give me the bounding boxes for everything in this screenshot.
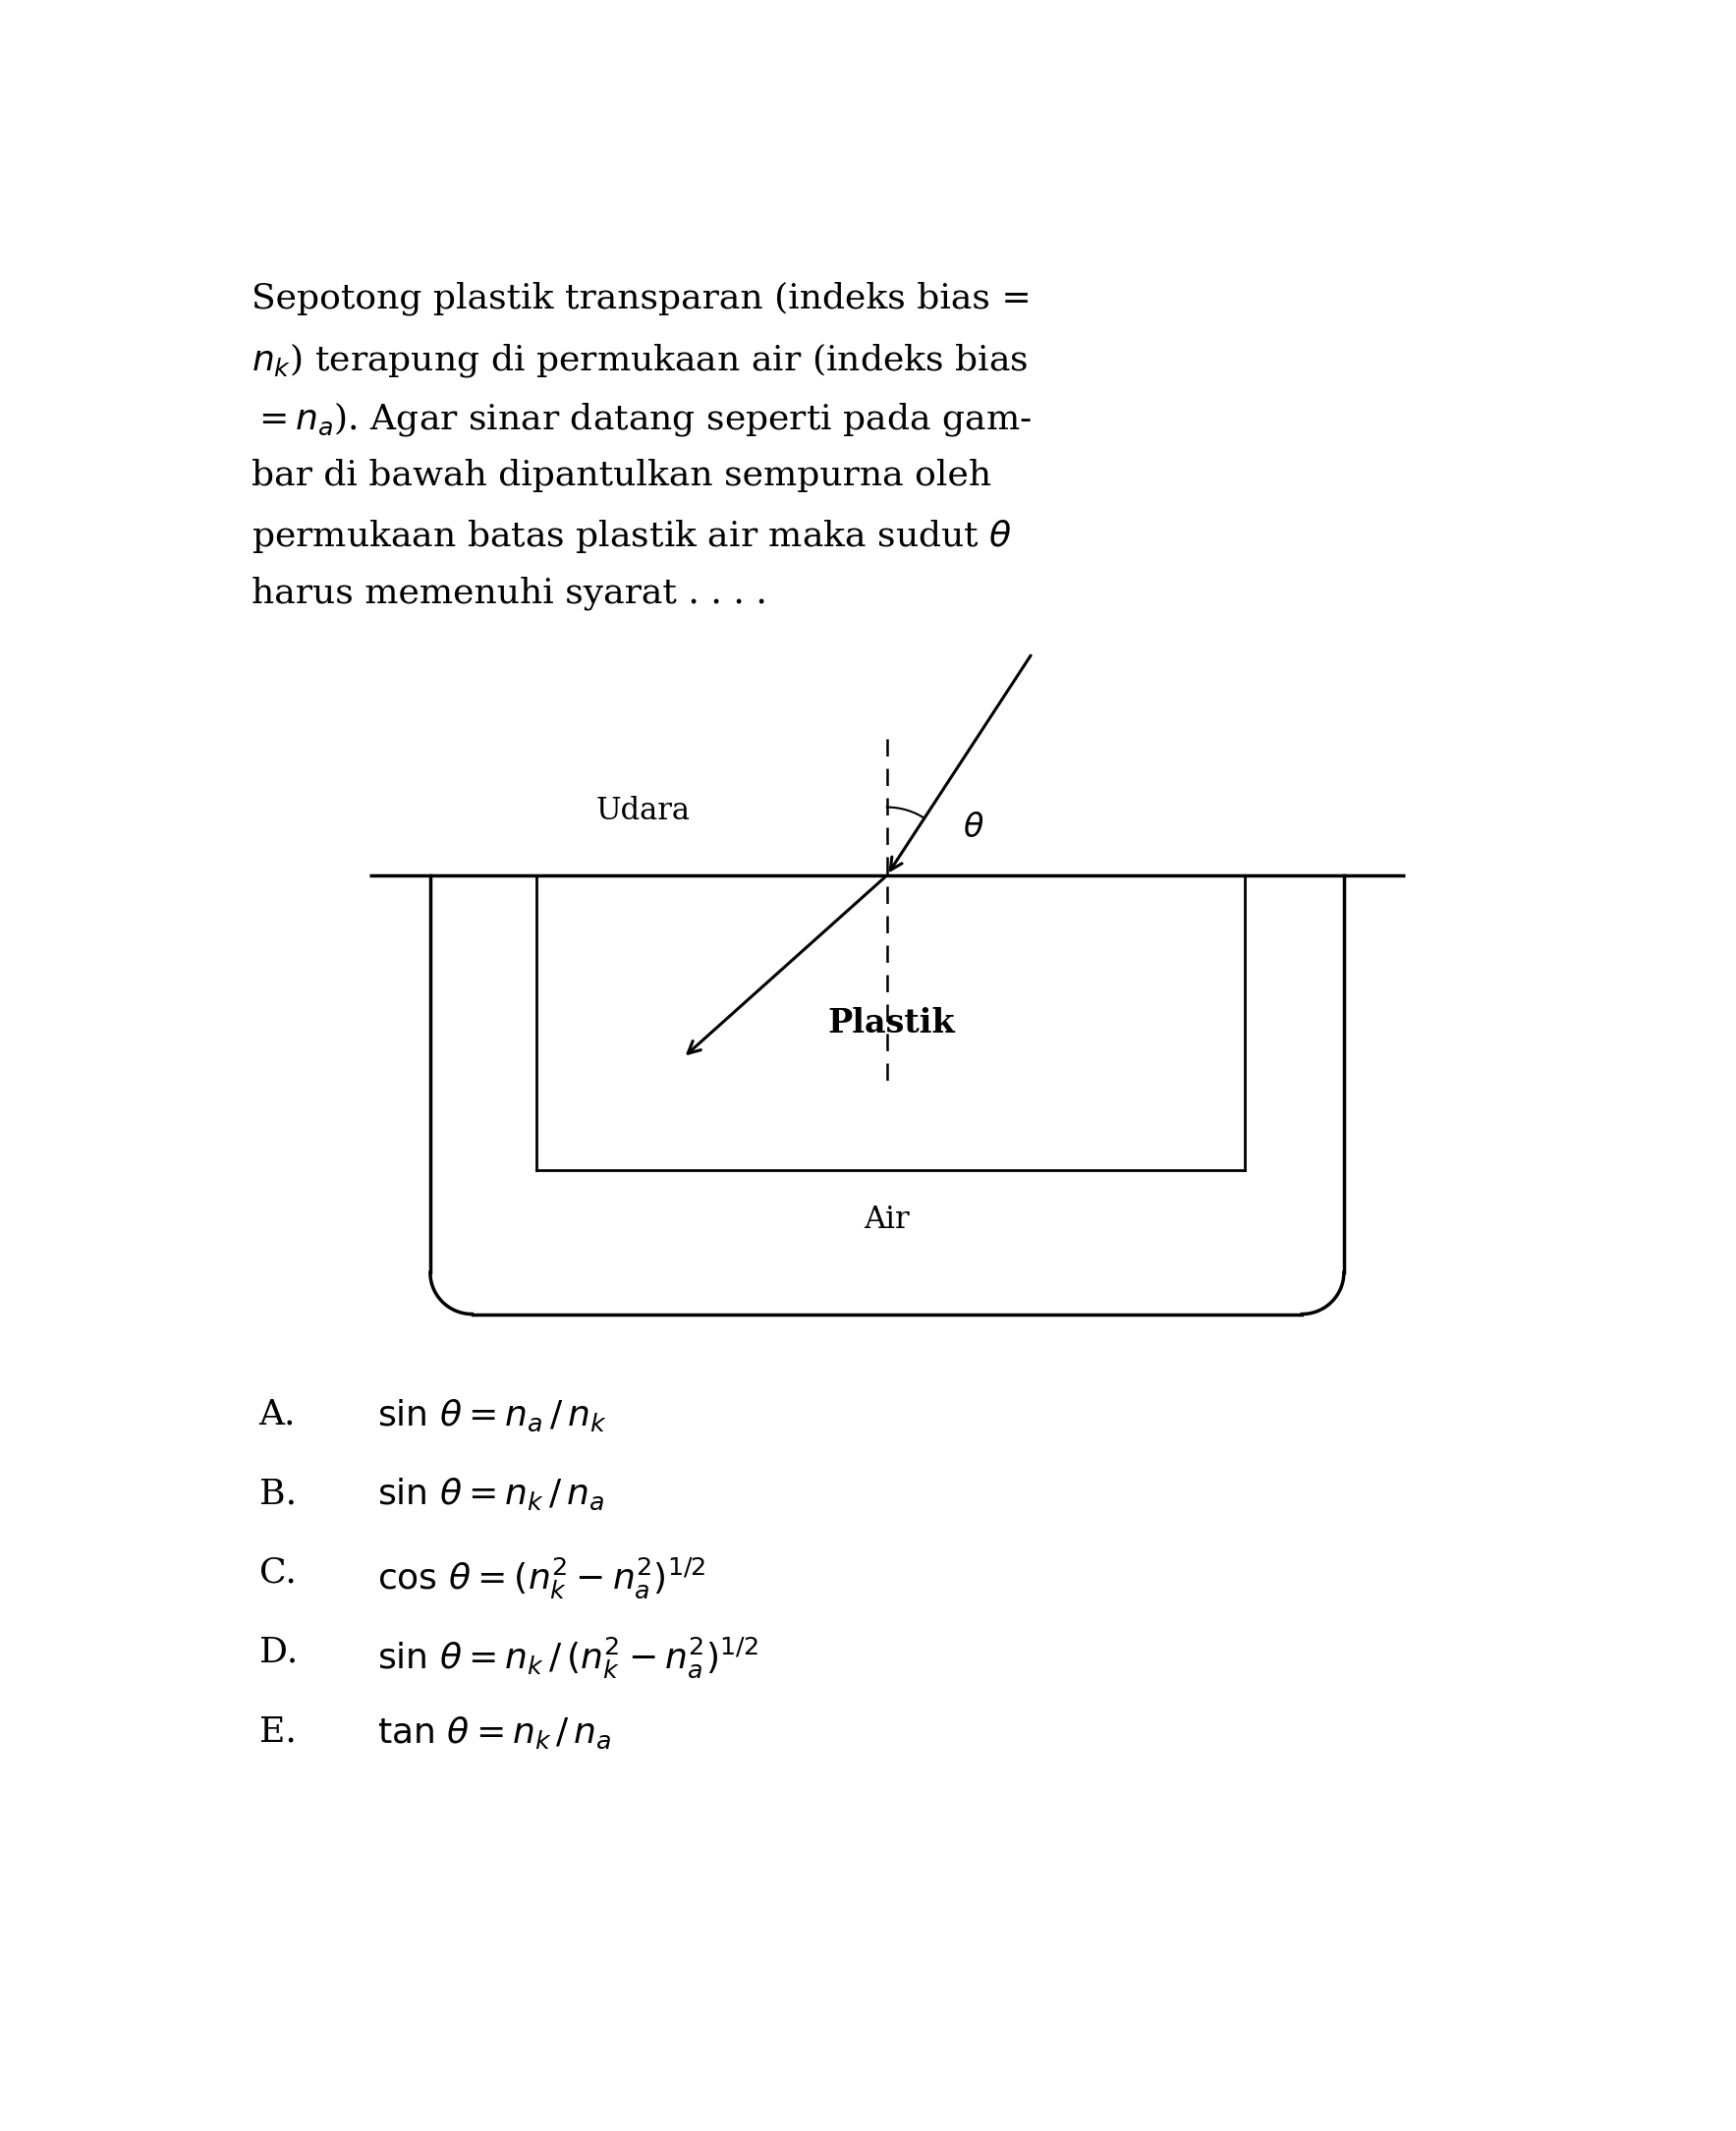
Text: $\sin\,\theta = n_k \,/\, n_a$: $\sin\,\theta = n_k \,/\, n_a$: [377, 1477, 604, 1513]
Text: harus memenuhi syarat . . . .: harus memenuhi syarat . . . .: [252, 578, 767, 609]
Text: $\sin\,\theta = n_k \,/\, (n_k^2 - n_a^2)^{1/2}$: $\sin\,\theta = n_k \,/\, (n_k^2 - n_a^2…: [377, 1637, 759, 1681]
Text: Air: Air: [865, 1204, 910, 1234]
Text: $\theta$: $\theta$: [963, 812, 984, 844]
Text: bar di bawah dipantulkan sempurna oleh: bar di bawah dipantulkan sempurna oleh: [252, 458, 991, 492]
Text: C.: C.: [259, 1556, 297, 1590]
Text: B.: B.: [259, 1477, 297, 1511]
Text: permukaan batas plastik air maka sudut $\theta$: permukaan batas plastik air maka sudut $…: [252, 518, 1012, 554]
Text: $= n_a$). Agar sinar datang seperti pada gam-: $= n_a$). Agar sinar datang seperti pada…: [252, 398, 1031, 437]
Text: Plastik: Plastik: [826, 1006, 955, 1040]
Text: E.: E.: [259, 1715, 297, 1747]
Text: $\tan\,\theta = n_k \,/\, n_a$: $\tan\,\theta = n_k \,/\, n_a$: [377, 1715, 611, 1752]
Text: Udara: Udara: [595, 795, 691, 827]
Text: A.: A.: [259, 1398, 295, 1430]
Text: $\sin\,\theta = n_a \,/\, n_k$: $\sin\,\theta = n_a \,/\, n_k$: [377, 1398, 606, 1432]
Text: $\cos\,\theta = (n_k^2 - n_a^2)^{1/2}$: $\cos\,\theta = (n_k^2 - n_a^2)^{1/2}$: [377, 1556, 705, 1600]
Text: $n_k$) terapung di permukaan air (indeks bias: $n_k$) terapung di permukaan air (indeks…: [252, 341, 1028, 379]
Text: Sepotong plastik transparan (indeks bias =: Sepotong plastik transparan (indeks bias…: [252, 281, 1031, 315]
Text: D.: D.: [259, 1637, 297, 1669]
